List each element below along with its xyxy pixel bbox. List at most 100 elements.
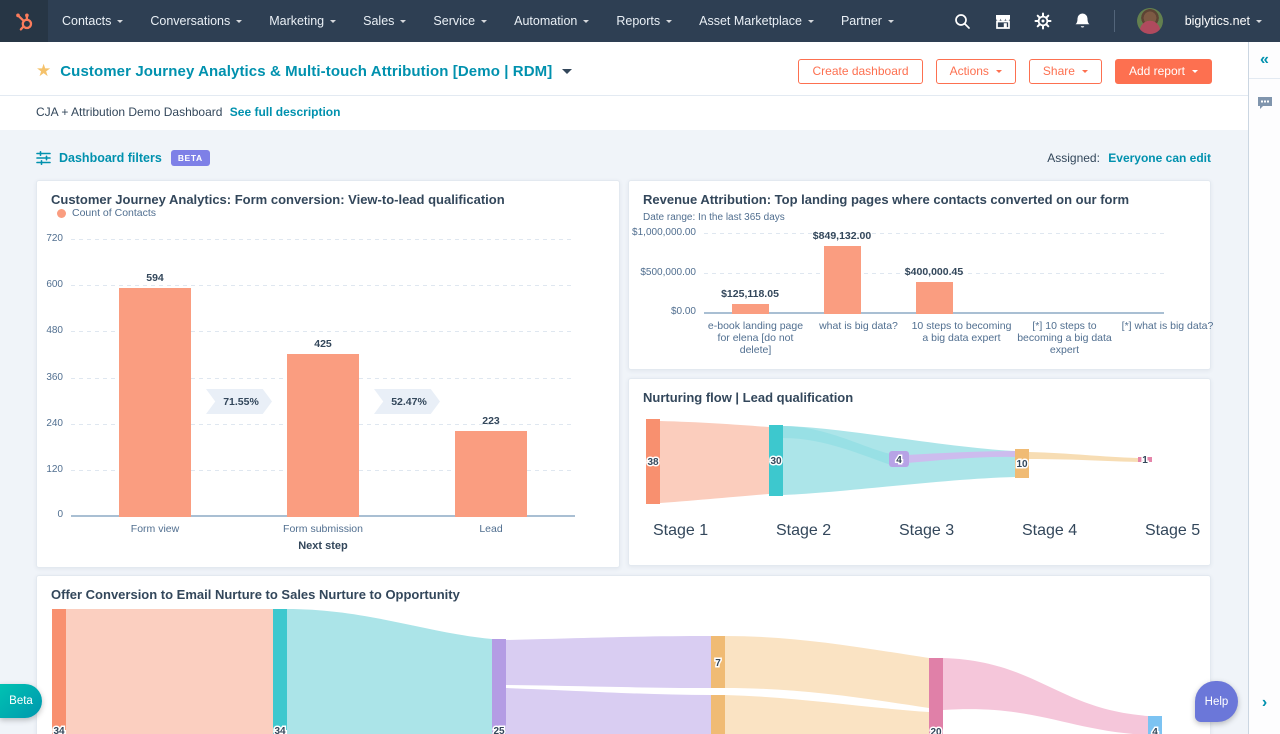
- node-value: 25: [493, 726, 505, 734]
- sankey-flow: [506, 636, 711, 688]
- help-button[interactable]: Help: [1195, 681, 1238, 722]
- nav-right: biglytics.net: [954, 8, 1280, 34]
- sankey-flow: [66, 609, 273, 734]
- report-card-nurturing-flow: Nurturing flow | Lead qualification 38 3…: [628, 378, 1211, 566]
- nav-item-reports[interactable]: Reports: [616, 14, 673, 28]
- y-tick-label: 240: [46, 417, 63, 429]
- collapse-panel-icon[interactable]: «: [1260, 51, 1269, 68]
- dashboard-description: CJA + Attribution Demo Dashboard: [36, 105, 223, 119]
- next-chevron-icon[interactable]: ›: [1261, 694, 1268, 711]
- bars-area: $125,118.05 $849,132.00 $400,000.45: [704, 230, 1164, 314]
- sankey-node-1[interactable]: [52, 609, 66, 734]
- sankey-node-stage5[interactable]: [1138, 457, 1152, 462]
- x-category-label: Form view: [130, 523, 180, 535]
- nav-item-label: Partner: [840, 14, 882, 28]
- y-tick-label: 360: [46, 371, 63, 383]
- notifications-icon[interactable]: [1074, 12, 1092, 30]
- sankey-node-stage2[interactable]: [769, 425, 783, 496]
- sankey-node-2[interactable]: [273, 609, 287, 734]
- stage-label-stage-3: Stage 3: [899, 522, 955, 539]
- bar-slot: $400,000.45: [888, 266, 980, 314]
- chevron-down-icon: [330, 20, 337, 26]
- actions-button[interactable]: Actions: [935, 58, 1016, 84]
- node-value: 10: [1016, 459, 1028, 470]
- x-category-label: [*] what is big data?: [1121, 320, 1214, 332]
- bar-what-is-big-data[interactable]: [823, 246, 861, 314]
- x-axis-title: Next step: [298, 540, 348, 552]
- bar-form-submission[interactable]: [287, 353, 359, 517]
- chevron-down-icon: [1256, 20, 1262, 26]
- hubspot-logo[interactable]: [0, 0, 48, 42]
- sankey-node-stage4[interactable]: [1015, 449, 1029, 478]
- search-icon[interactable]: [954, 12, 972, 30]
- nav-item-label: Marketing: [269, 14, 325, 28]
- share-button-label: Share: [1042, 64, 1075, 78]
- sankey-node-7[interactable]: [1148, 716, 1162, 734]
- sankey-node-stage1[interactable]: [646, 419, 660, 504]
- report-card-revenue-attribution: Revenue Attribution: Top landing pages w…: [628, 180, 1213, 370]
- node-value: 34: [53, 726, 65, 734]
- comments-icon[interactable]: [1249, 96, 1280, 110]
- sankey-node-4[interactable]: [711, 636, 725, 688]
- nav-item-conversations[interactable]: Conversations: [150, 14, 243, 28]
- gridline: $1,000,000.00: [632, 227, 1164, 238]
- bar-value-label: $125,118.05: [721, 288, 779, 300]
- bar-form-view[interactable]: [119, 288, 191, 517]
- offer-sankey: 34 34 25 7 20 4: [52, 609, 1162, 734]
- sankey-node-5[interactable]: [711, 695, 725, 734]
- node-value: 4: [896, 455, 902, 466]
- y-tick-label: $0.00: [670, 306, 696, 317]
- bar-slot: 223: [407, 415, 575, 517]
- bar-value-label: 223: [482, 415, 500, 428]
- chevron-down-icon: [1192, 70, 1198, 76]
- favorite-star-icon[interactable]: ★: [36, 61, 52, 80]
- bar-e-book-landing-page-for-elena-do-not-delete[interactable]: [731, 304, 769, 314]
- conversion-badge-2: 52.47%: [374, 389, 440, 414]
- right-rail: « ›: [1248, 42, 1280, 734]
- beta-pill-button[interactable]: Beta: [0, 684, 42, 718]
- add-report-button-label: Add report: [1128, 64, 1185, 78]
- chevron-down-icon: [666, 20, 673, 26]
- dashboard-body: Dashboard filters BETA Assigned: Everyon…: [0, 130, 1248, 734]
- dashboard-filters-button[interactable]: Dashboard filters: [36, 151, 162, 165]
- create-dashboard-button[interactable]: Create dashboard: [798, 58, 923, 84]
- nav-item-marketing[interactable]: Marketing: [269, 14, 337, 28]
- avatar[interactable]: [1136, 8, 1163, 34]
- sankey-node-stage3[interactable]: [889, 451, 909, 467]
- settings-icon[interactable]: [1034, 12, 1052, 30]
- x-category-label: 10 steps to becoming a big data expert: [911, 320, 1012, 344]
- nav-item-label: Service: [433, 14, 476, 28]
- nav-item-service[interactable]: Service: [433, 14, 488, 28]
- bar-lead[interactable]: [455, 431, 527, 517]
- title-dropdown-caret-icon[interactable]: [562, 69, 573, 79]
- x-axis-labels: e-book landing page for elena [do not de…: [704, 320, 1213, 356]
- bar-10-steps-to-becoming-a-big-data-expert[interactable]: [915, 282, 953, 314]
- x-category-label: e-book landing page for elena [do not de…: [707, 320, 804, 356]
- see-full-description-link[interactable]: See full description: [229, 105, 341, 119]
- bar-value-label: $849,132.00: [812, 230, 872, 243]
- assigned-value-link[interactable]: Everyone can edit: [1108, 151, 1211, 165]
- bar-slot: $849,132.00: [796, 230, 888, 314]
- nav-item-automation[interactable]: Automation: [514, 14, 590, 28]
- chevron-down-icon: [236, 20, 243, 26]
- share-button[interactable]: Share: [1028, 58, 1102, 84]
- marketplace-icon[interactable]: [994, 12, 1012, 30]
- account-menu[interactable]: biglytics.net: [1185, 14, 1262, 28]
- y-tick-label: $1,000,000.00: [632, 227, 696, 238]
- sankey-flow: [943, 658, 1148, 734]
- nav-item-contacts[interactable]: Contacts: [62, 14, 124, 28]
- hubspot-sprocket-icon: [15, 13, 32, 31]
- bar-value-label: $400,000.45: [904, 266, 964, 278]
- add-report-button[interactable]: Add report: [1114, 58, 1212, 84]
- sankey-node-6[interactable]: [929, 658, 943, 734]
- x-category-label: [*] 10 steps to becoming a big data expe…: [1017, 320, 1112, 356]
- nav-item-sales[interactable]: Sales: [363, 14, 407, 28]
- nav-item-partner[interactable]: Partner: [841, 14, 894, 28]
- nav-item-asset-marketplace[interactable]: Asset Marketplace: [699, 14, 814, 28]
- header-divider: [0, 95, 1248, 96]
- revenue-chart-plot: $0.00 $500,000.00 $1,000,000.00 $125,118.05…: [632, 227, 1164, 317]
- assigned-label: Assigned:: [1047, 151, 1100, 165]
- gridline: 480: [46, 325, 575, 336]
- sankey-node-3[interactable]: [492, 639, 506, 734]
- sankey-flow: [725, 636, 929, 708]
